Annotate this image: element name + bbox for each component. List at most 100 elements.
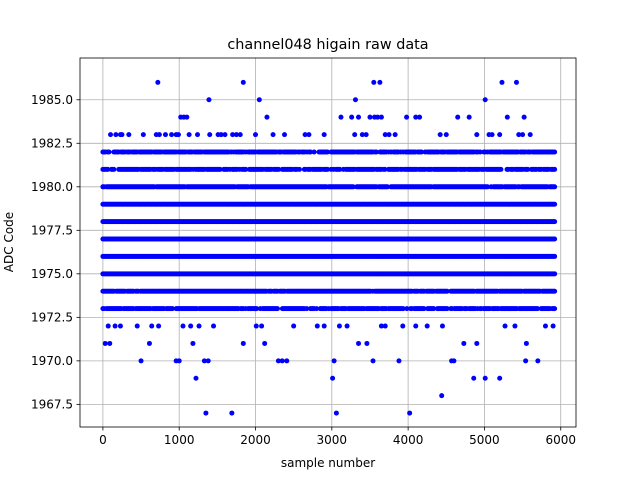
data-point	[466, 114, 472, 120]
data-point	[274, 306, 280, 312]
data-point	[314, 323, 320, 329]
data-point	[175, 132, 181, 138]
data-point	[107, 340, 113, 346]
x-axis-ticks: 0 1000 2000 3000 4000 5000 6000	[99, 427, 576, 447]
x-tick-label: 1000	[164, 433, 195, 447]
data-point	[229, 410, 235, 416]
data-point	[350, 184, 356, 190]
y-tick-label: 1980.0	[31, 180, 73, 194]
data-point	[201, 358, 207, 364]
data-point	[203, 410, 209, 416]
data-point	[400, 323, 406, 329]
data-point	[205, 358, 211, 364]
data-point	[552, 184, 558, 190]
data-point	[184, 114, 190, 120]
data-point	[112, 323, 118, 329]
chart-title: channel048 higain raw data	[227, 37, 428, 53]
data-point	[407, 410, 413, 416]
data-point	[180, 323, 186, 329]
data-point	[552, 253, 558, 259]
data-point	[378, 114, 384, 120]
data-point	[520, 132, 526, 138]
data-point	[373, 149, 379, 155]
data-point	[190, 340, 196, 346]
data-point	[352, 132, 358, 138]
y-tick-label: 1972.5	[31, 311, 73, 325]
data-point	[439, 323, 445, 329]
data-point	[542, 323, 548, 329]
data-point	[111, 166, 117, 172]
data-points	[100, 79, 558, 416]
plot-frame	[79, 57, 577, 428]
data-point	[240, 79, 246, 85]
data-point	[404, 114, 410, 120]
data-point	[276, 166, 282, 172]
data-point	[535, 306, 541, 312]
data-point	[349, 114, 355, 120]
x-axis-label: sample number	[281, 456, 375, 470]
data-point	[521, 114, 527, 120]
data-point	[443, 132, 449, 138]
data-point	[413, 114, 419, 120]
data-point	[119, 132, 125, 138]
data-point	[264, 114, 270, 120]
data-point	[169, 306, 175, 312]
data-point	[363, 132, 369, 138]
data-point	[404, 306, 410, 312]
data-point	[336, 323, 342, 329]
data-point	[195, 132, 201, 138]
data-point	[113, 132, 119, 138]
data-point	[378, 323, 384, 329]
data-point	[499, 79, 505, 85]
data-point	[482, 375, 488, 381]
data-point	[333, 410, 339, 416]
data-point	[156, 323, 162, 329]
x-tick-label: 6000	[545, 433, 576, 447]
data-point	[375, 114, 381, 120]
data-point	[498, 166, 504, 172]
data-point	[400, 306, 406, 312]
data-point	[552, 271, 558, 277]
data-point	[502, 323, 508, 329]
data-point	[270, 132, 276, 138]
data-point	[474, 340, 480, 346]
data-point	[105, 166, 111, 172]
data-point	[222, 132, 228, 138]
data-point	[523, 358, 529, 364]
data-point	[552, 306, 558, 312]
data-point	[188, 323, 194, 329]
data-point	[282, 132, 288, 138]
data-point	[233, 132, 239, 138]
data-point	[552, 288, 558, 294]
data-point	[417, 114, 423, 120]
data-point	[321, 132, 327, 138]
y-axis-label: ADC Code	[2, 212, 16, 272]
data-point	[134, 323, 140, 329]
data-point	[482, 97, 488, 103]
data-point	[444, 288, 450, 294]
data-point	[484, 184, 490, 190]
data-point	[437, 132, 443, 138]
data-point	[382, 132, 388, 138]
data-point	[386, 132, 392, 138]
data-point	[196, 323, 202, 329]
data-point	[377, 79, 383, 85]
y-tick-label: 1967.5	[31, 398, 73, 412]
data-point	[367, 114, 373, 120]
data-point	[424, 323, 430, 329]
data-point	[356, 340, 362, 346]
data-point	[516, 132, 522, 138]
data-point	[284, 358, 290, 364]
data-point	[253, 132, 259, 138]
data-point	[306, 132, 312, 138]
data-point	[504, 114, 510, 120]
data-point	[149, 323, 155, 329]
data-point	[497, 132, 503, 138]
data-point	[155, 79, 161, 85]
data-point	[206, 97, 212, 103]
y-tick-label: 1985.0	[31, 93, 73, 107]
data-point	[237, 132, 243, 138]
data-point	[525, 166, 531, 172]
data-point	[314, 306, 320, 312]
